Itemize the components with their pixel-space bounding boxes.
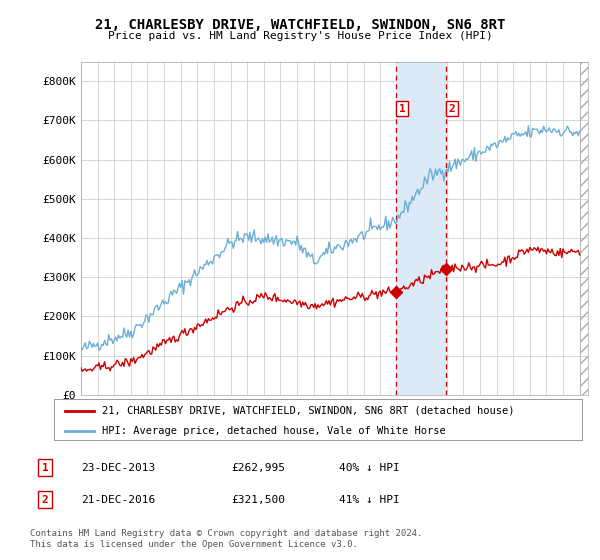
Text: 40% ↓ HPI: 40% ↓ HPI [339,463,400,473]
Text: 1: 1 [41,463,49,473]
Bar [397,62,446,395]
Text: 2: 2 [449,104,455,114]
Text: 21, CHARLESBY DRIVE, WATCHFIELD, SWINDON, SN6 8RT (detached house): 21, CHARLESBY DRIVE, WATCHFIELD, SWINDON… [101,405,514,416]
Text: 23-DEC-2013: 23-DEC-2013 [81,463,155,473]
Text: 1: 1 [399,104,406,114]
Text: Contains HM Land Registry data © Crown copyright and database right 2024.
This d: Contains HM Land Registry data © Crown c… [30,529,422,549]
Text: Price paid vs. HM Land Registry's House Price Index (HPI): Price paid vs. HM Land Registry's House … [107,31,493,41]
Text: £262,995: £262,995 [231,463,285,473]
Text: HPI: Average price, detached house, Vale of White Horse: HPI: Average price, detached house, Vale… [101,426,445,436]
Text: 21-DEC-2016: 21-DEC-2016 [81,494,155,505]
Text: 2: 2 [41,494,49,505]
Text: 41% ↓ HPI: 41% ↓ HPI [339,494,400,505]
Text: 21, CHARLESBY DRIVE, WATCHFIELD, SWINDON, SN6 8RT: 21, CHARLESBY DRIVE, WATCHFIELD, SWINDON… [95,18,505,32]
Text: £321,500: £321,500 [231,494,285,505]
Bar [580,62,588,395]
